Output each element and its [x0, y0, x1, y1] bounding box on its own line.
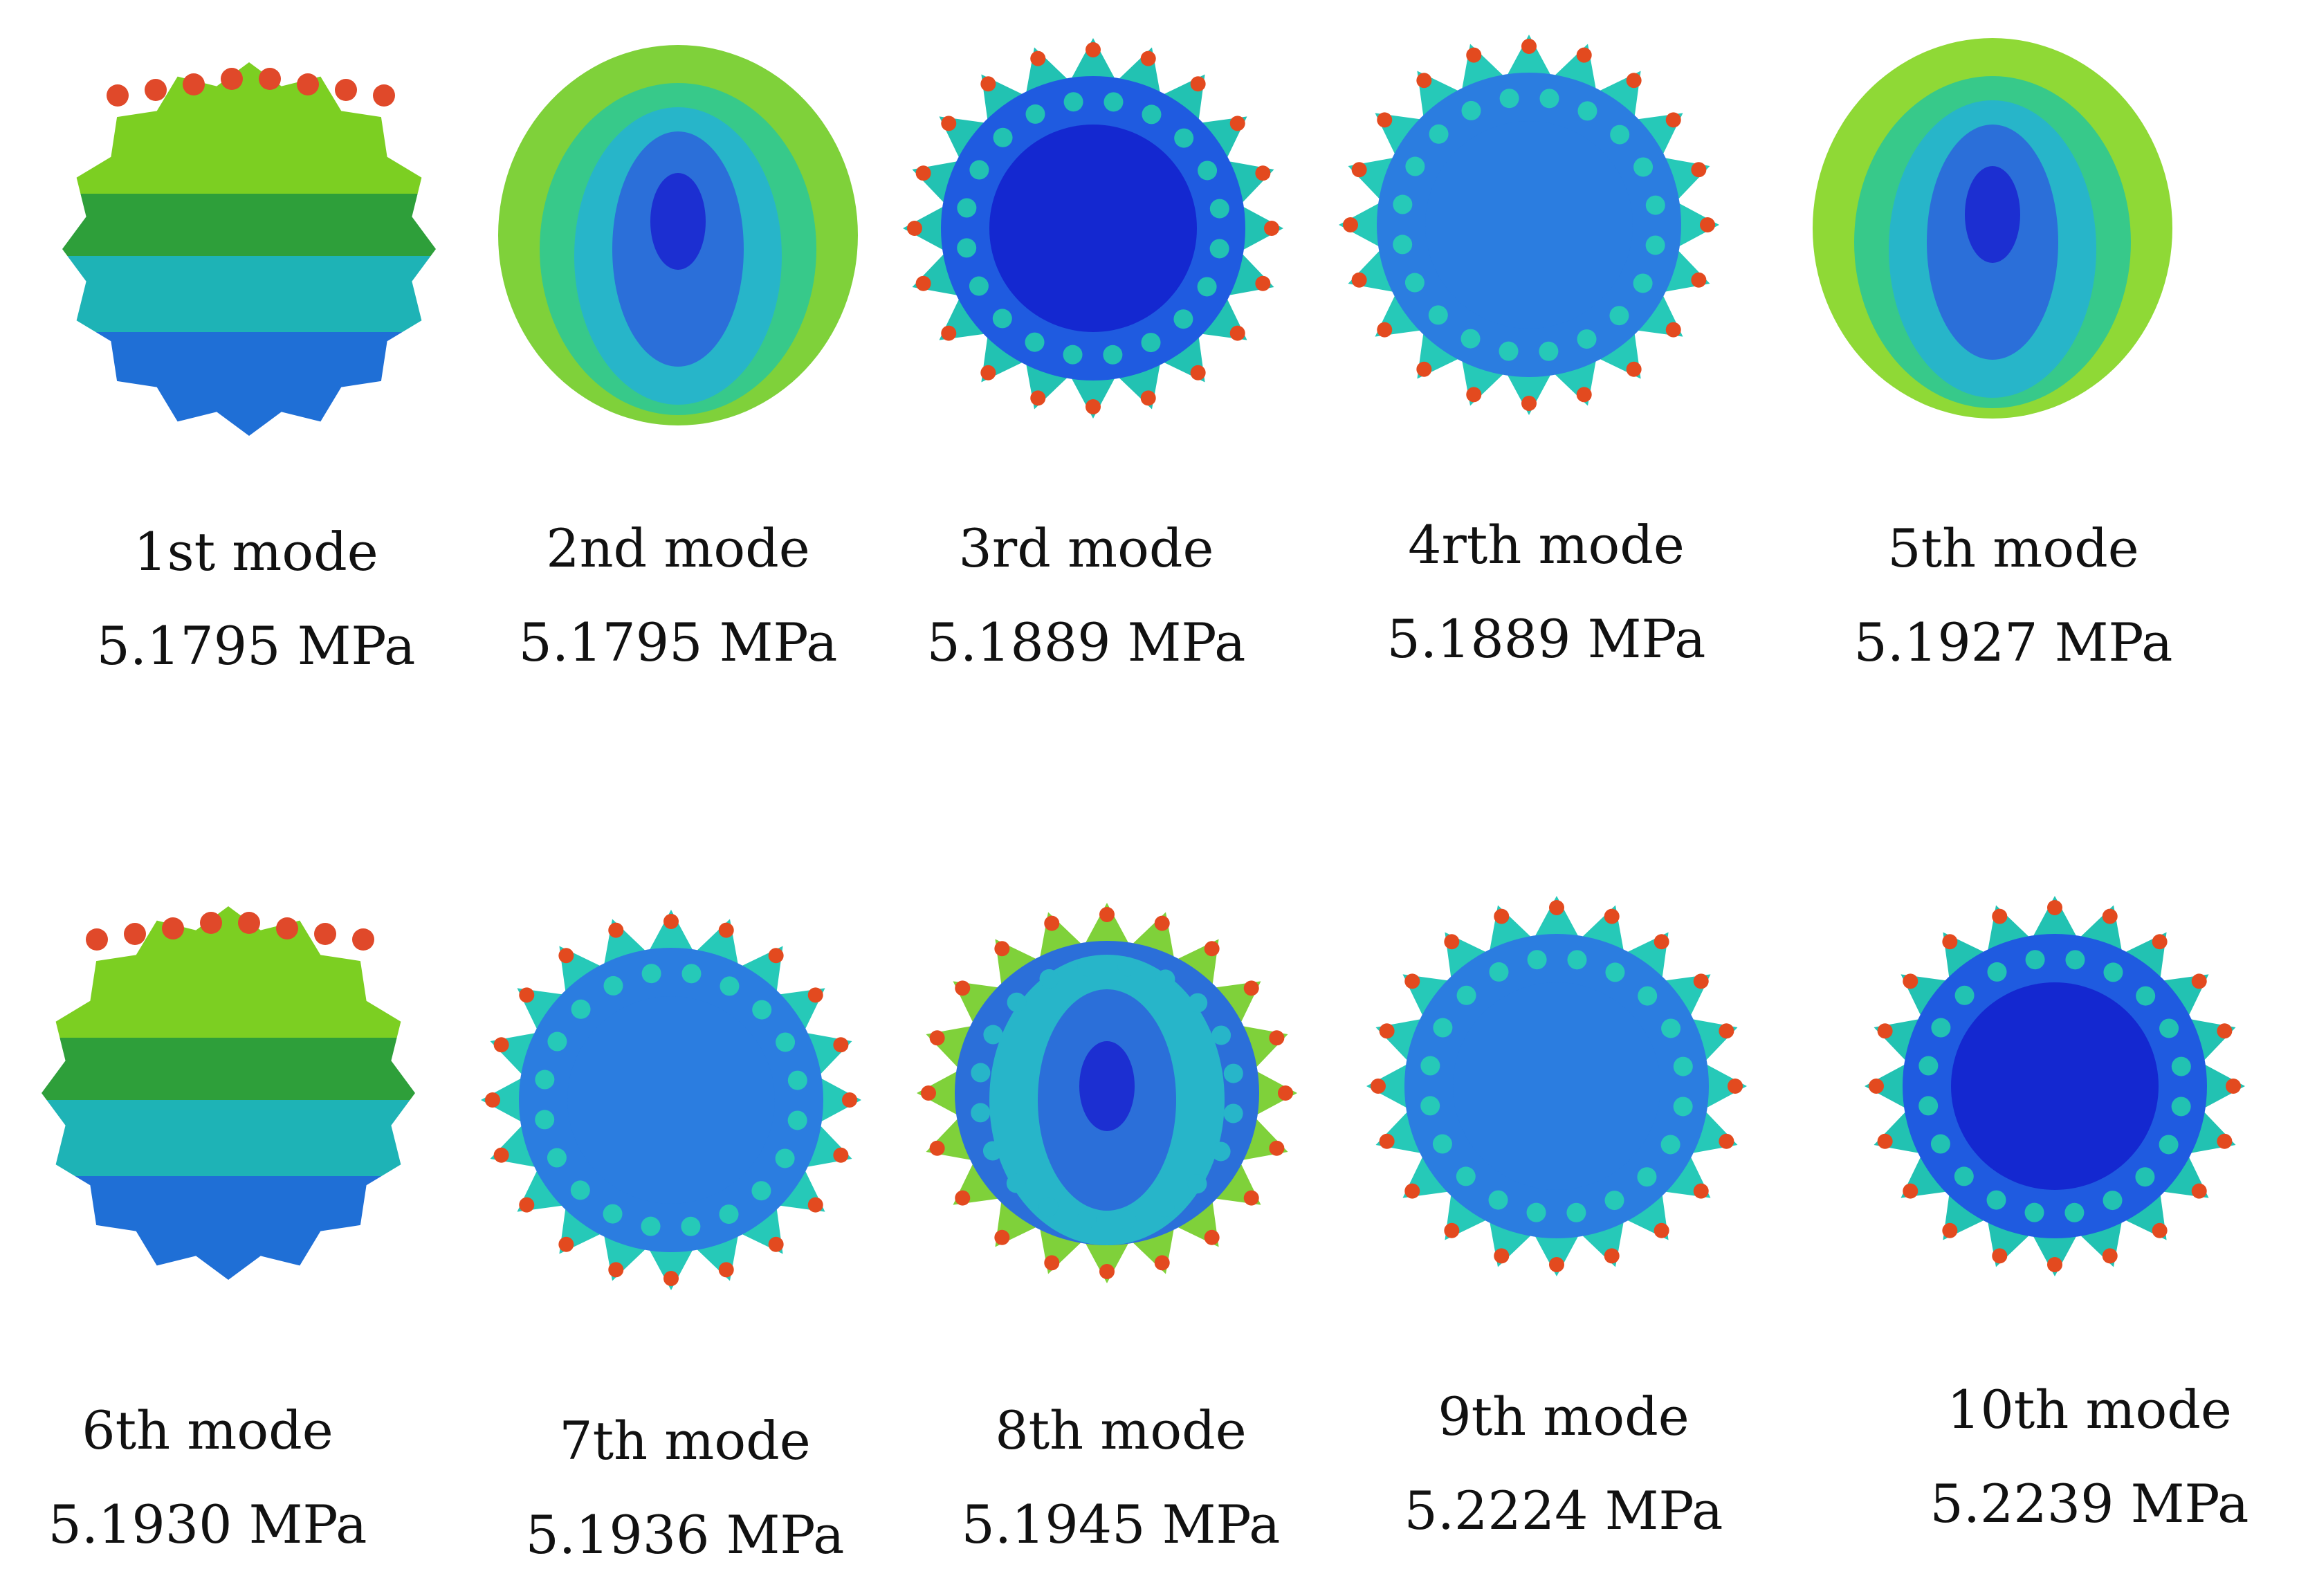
mode-5-caption: 5th mode 5.1927 MPa	[1806, 522, 2221, 669]
mode-7-shape	[477, 906, 865, 1294]
mode-9-value: 5.2224 MPa	[1404, 1480, 1723, 1541]
mode-5-value: 5.1927 MPa	[1853, 612, 2173, 673]
mode-6-label: 6th mode	[82, 1400, 333, 1461]
mode-5-label: 5th mode	[1887, 517, 2139, 579]
mode-9-label: 9th mode	[1438, 1386, 1689, 1447]
mode-6-value: 5.1930 MPa	[48, 1494, 367, 1555]
mode-3-value: 5.1889 MPa	[926, 612, 1246, 673]
mode-1-value: 5.1795 MPa	[96, 615, 416, 677]
mode-7-label: 7th mode	[559, 1410, 811, 1471]
mode-2-value: 5.1795 MPa	[518, 612, 838, 673]
mode-10-label: 10th mode	[1947, 1379, 2232, 1440]
mode-9-shape	[1363, 892, 1750, 1280]
mode-4-shape	[1335, 31, 1723, 419]
mode-2-shape	[484, 42, 872, 429]
mode-5-shape	[1799, 35, 2186, 422]
mode-1-label: 1st mode	[134, 521, 378, 583]
mode-shape-svg	[917, 903, 1297, 1283]
mode-7-caption: 7th mode 5.1936 MPa	[477, 1415, 892, 1561]
mode-shape-svg	[1813, 38, 2172, 419]
mode-10-shape	[1861, 892, 2248, 1280]
mode-4-label: 4rth mode	[1408, 514, 1685, 576]
mode-shape-svg	[42, 906, 415, 1280]
mode-shape-svg	[1366, 896, 1747, 1276]
mode-8-shape	[913, 899, 1301, 1287]
mode-3-label: 3rd mode	[958, 517, 1214, 579]
mode-8-value: 5.1945 MPa	[961, 1494, 1281, 1555]
mode-shape-svg	[1865, 896, 2245, 1276]
mode-4-caption: 4rth mode 5.1889 MPa	[1339, 519, 1754, 666]
mode-10-caption: 10th mode 5.2239 MPa	[1882, 1384, 2297, 1530]
mode-3-caption: 3rd mode 5.1889 MPa	[879, 522, 1294, 669]
mode-shape-svg	[498, 45, 858, 425]
mode-6-shape	[35, 899, 422, 1287]
mode-2-caption: 2nd mode 5.1795 MPa	[470, 522, 886, 669]
mode-shape-svg	[1339, 35, 1719, 415]
mode-8-label: 8th mode	[995, 1400, 1247, 1461]
mode-7-value: 5.1936 MPa	[525, 1504, 845, 1566]
mode-6-caption: 6th mode 5.1930 MPa	[0, 1404, 415, 1551]
mode-2-label: 2nd mode	[546, 517, 810, 579]
mode-8-caption: 8th mode 5.1945 MPa	[913, 1404, 1328, 1551]
mode-shape-svg	[481, 910, 861, 1290]
mode-shape-svg	[903, 38, 1283, 419]
mode-1-shape	[55, 55, 443, 443]
mode-10-value: 5.2239 MPa	[1930, 1473, 2249, 1534]
mode-9-caption: 9th mode 5.2224 MPa	[1356, 1391, 1771, 1537]
mode-shape-svg	[62, 62, 436, 436]
mode-1-caption: 1st mode 5.1795 MPa	[48, 526, 464, 672]
mode-3-shape	[899, 35, 1287, 422]
mode-4-value: 5.1889 MPa	[1386, 608, 1706, 670]
